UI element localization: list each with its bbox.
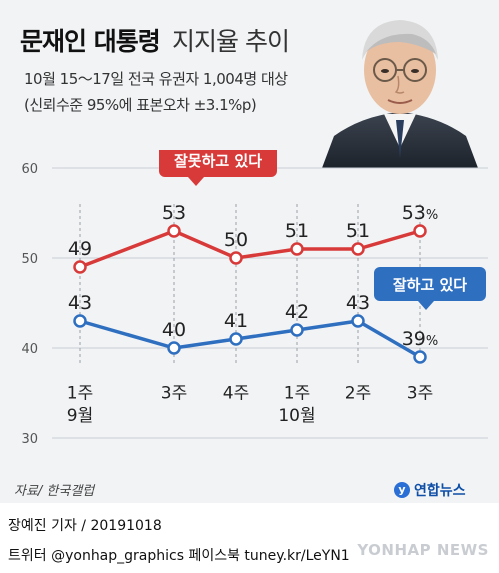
approval-trend-chart: 30 40 50 60 1주 3주 4주 1주 2주 3주 9월 10월 49 53 50 51 51 53% 43… xyxy=(21,150,488,447)
president-portrait xyxy=(322,20,478,168)
y-tick-label: 40 xyxy=(21,342,38,357)
yonhap-logo: y 연합뉴스 xyxy=(394,480,466,500)
data-label-unit: % xyxy=(426,208,438,223)
y-tick-label: 30 xyxy=(21,432,38,447)
data-label: 49 xyxy=(68,238,92,260)
data-point xyxy=(290,323,304,337)
data-label: 51 xyxy=(346,220,370,242)
data-point xyxy=(73,314,87,328)
data-label: 51 xyxy=(285,220,309,242)
x-tick-label: 2주 xyxy=(345,383,371,403)
survey-info: 10월 15～17일 전국 유권자 1,004명 대상 xyxy=(24,70,288,88)
data-point xyxy=(351,314,365,328)
data-label: 40 xyxy=(162,319,186,341)
chart-title-suffix: 지지율 추이 xyxy=(172,27,290,56)
x-tick-label: 3주 xyxy=(161,383,187,403)
data-point xyxy=(73,260,87,274)
legend-callout-pointer xyxy=(188,177,204,186)
month-label: 10월 xyxy=(278,406,315,426)
data-label: 43 xyxy=(68,292,92,314)
data-point xyxy=(229,332,243,346)
data-point xyxy=(413,350,427,364)
reporter-byline: 장예진 기자 / 20191018 xyxy=(8,518,162,534)
x-tick-label: 1주 xyxy=(67,383,93,403)
data-point xyxy=(290,242,304,256)
x-tick-label: 4주 xyxy=(223,383,249,403)
data-point xyxy=(167,224,181,238)
data-point xyxy=(167,341,181,355)
margin-of-error: (신뢰수준 95%에 표본오차 ±3.1%p) xyxy=(24,96,257,114)
data-label: 43 xyxy=(346,292,370,314)
yonhap-logo-icon: y xyxy=(394,482,410,498)
y-tick-label: 60 xyxy=(21,162,38,177)
data-label: 50 xyxy=(224,229,248,251)
data-source: 자료/ 한국갤럽 xyxy=(14,484,95,499)
month-label: 9월 xyxy=(67,406,93,426)
yonhap-watermark: YONHAP NEWS xyxy=(357,541,489,559)
legend-callout-pointer xyxy=(418,301,434,310)
data-label: 42 xyxy=(285,301,309,323)
data-label: 39% xyxy=(402,328,439,350)
legend-label: 잘못하고 있다 xyxy=(174,152,262,170)
data-label-unit: % xyxy=(426,334,438,349)
x-tick-label: 1주 xyxy=(284,383,310,403)
data-label: 53 xyxy=(162,202,186,224)
data-label: 41 xyxy=(224,310,248,332)
yonhap-logo-text: 연합뉴스 xyxy=(414,483,466,499)
data-point xyxy=(229,251,243,265)
legend-label: 잘하고 있다 xyxy=(393,276,467,294)
series-line-1 xyxy=(79,319,421,359)
social-links: 트위터 @yonhap_graphics 페이스북 tuney.kr/LeYN1 xyxy=(8,548,350,564)
x-tick-label: 3주 xyxy=(407,383,433,403)
series-line-0 xyxy=(79,229,421,269)
data-label: 53% xyxy=(402,202,439,224)
legend-callout-box xyxy=(374,267,486,301)
chart-title: 문재인 대통령 xyxy=(20,27,161,56)
y-tick-label: 50 xyxy=(21,252,38,267)
data-point xyxy=(413,224,427,238)
legend-callout-box xyxy=(159,150,277,177)
data-point xyxy=(351,242,365,256)
